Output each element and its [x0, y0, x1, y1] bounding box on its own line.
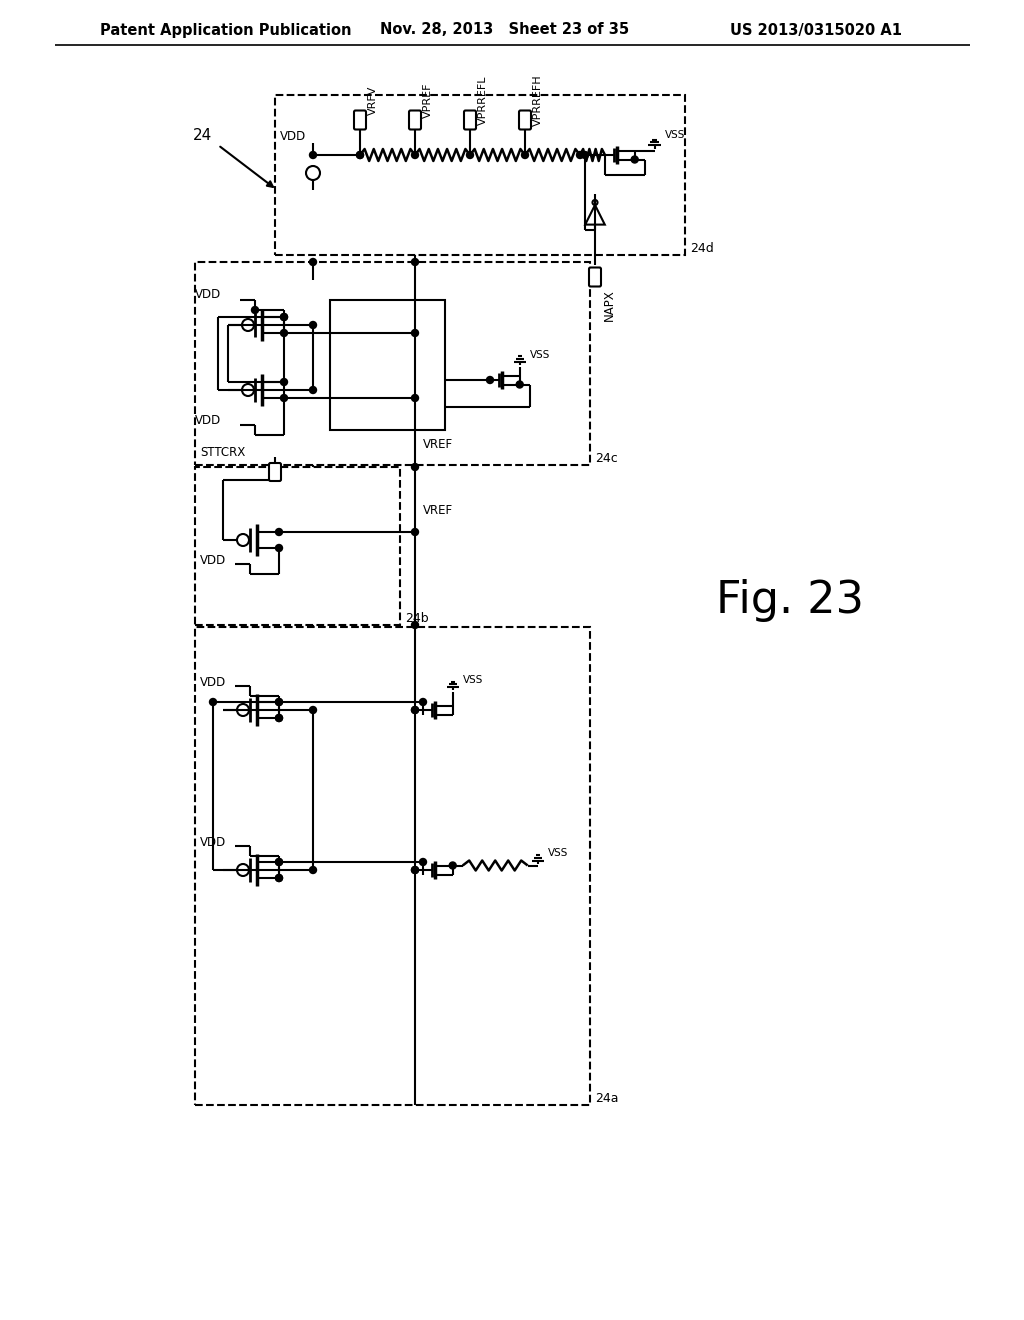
Bar [195, 261, 590, 465]
Circle shape [275, 698, 283, 705]
FancyBboxPatch shape [519, 111, 531, 129]
Bar [195, 627, 590, 1105]
Circle shape [275, 714, 283, 722]
Text: VSS: VSS [463, 675, 483, 685]
Circle shape [252, 306, 258, 314]
Circle shape [412, 463, 419, 470]
Circle shape [412, 528, 419, 536]
Text: VSS: VSS [665, 131, 685, 140]
Circle shape [275, 874, 283, 882]
Text: 24c: 24c [595, 453, 617, 466]
Circle shape [420, 698, 427, 705]
Circle shape [309, 152, 316, 158]
Circle shape [275, 698, 283, 705]
Circle shape [412, 866, 419, 874]
Text: VDD: VDD [200, 676, 226, 689]
Circle shape [412, 622, 419, 628]
Circle shape [281, 314, 288, 321]
Circle shape [467, 152, 473, 158]
Text: VREF: VREF [423, 503, 454, 516]
Circle shape [281, 379, 288, 385]
FancyBboxPatch shape [589, 268, 601, 286]
FancyBboxPatch shape [464, 111, 476, 129]
Circle shape [412, 866, 419, 874]
Circle shape [412, 395, 419, 401]
Circle shape [309, 706, 316, 714]
Circle shape [275, 528, 283, 536]
Circle shape [281, 395, 288, 401]
Circle shape [412, 259, 419, 265]
Text: 24b: 24b [406, 612, 429, 626]
Circle shape [356, 152, 364, 158]
Circle shape [275, 858, 283, 866]
Text: 24a: 24a [595, 1093, 618, 1106]
Circle shape [521, 152, 528, 158]
Text: STTCRX: STTCRX [200, 446, 246, 458]
Text: VRFV: VRFV [368, 86, 378, 115]
Circle shape [281, 314, 288, 321]
Circle shape [412, 706, 419, 714]
Circle shape [631, 156, 638, 162]
Bar [330, 300, 445, 430]
Circle shape [275, 544, 283, 552]
Circle shape [275, 714, 283, 722]
Circle shape [582, 152, 589, 158]
FancyBboxPatch shape [354, 111, 366, 129]
Text: Patent Application Publication: Patent Application Publication [100, 22, 351, 37]
Text: VDD: VDD [200, 836, 226, 849]
Text: VSS: VSS [548, 849, 568, 858]
Text: VDD: VDD [280, 131, 306, 144]
Text: VPREF: VPREF [423, 82, 433, 117]
Text: 24: 24 [193, 128, 212, 143]
Circle shape [486, 376, 494, 384]
Circle shape [420, 858, 427, 866]
Circle shape [309, 259, 316, 265]
Bar [195, 467, 400, 624]
Text: VDD: VDD [200, 553, 226, 566]
Circle shape [309, 866, 316, 874]
Circle shape [275, 874, 283, 882]
Text: Fig. 23: Fig. 23 [716, 578, 864, 622]
Text: VSS: VSS [529, 350, 550, 359]
Circle shape [210, 698, 216, 705]
FancyBboxPatch shape [269, 463, 281, 480]
Circle shape [450, 862, 457, 869]
Text: VREF: VREF [423, 438, 454, 451]
FancyBboxPatch shape [409, 111, 421, 129]
Circle shape [412, 706, 419, 714]
Circle shape [412, 152, 419, 158]
Text: NAPX: NAPX [603, 289, 616, 321]
Text: VDD: VDD [195, 289, 221, 301]
Circle shape [577, 152, 584, 158]
Circle shape [356, 152, 364, 158]
Circle shape [309, 322, 316, 329]
Text: VPRREFH: VPRREFH [534, 74, 543, 125]
Circle shape [281, 330, 288, 337]
Text: VDD: VDD [195, 413, 221, 426]
Circle shape [309, 387, 316, 393]
Circle shape [412, 330, 419, 337]
Text: 24d: 24d [690, 243, 714, 256]
Circle shape [516, 381, 523, 388]
Circle shape [275, 858, 283, 866]
Text: US 2013/0315020 A1: US 2013/0315020 A1 [730, 22, 902, 37]
Text: VPRREFL: VPRREFL [478, 75, 488, 125]
Text: Nov. 28, 2013   Sheet 23 of 35: Nov. 28, 2013 Sheet 23 of 35 [380, 22, 629, 37]
Bar [275, 95, 685, 255]
